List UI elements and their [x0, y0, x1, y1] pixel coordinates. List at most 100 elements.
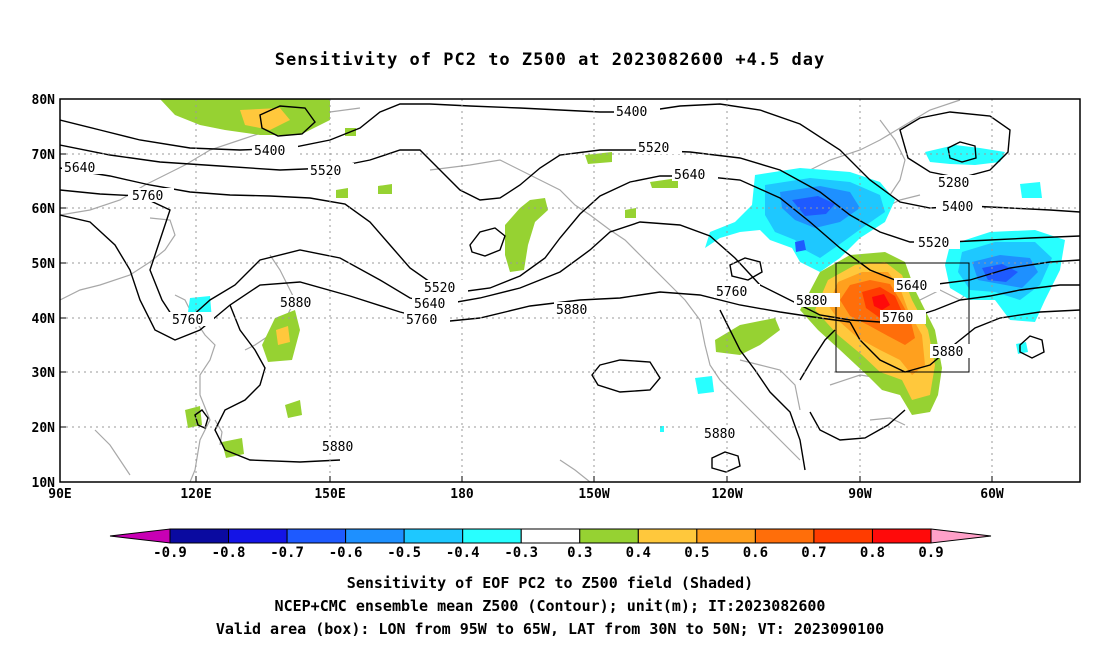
colorbar-cell	[813, 528, 873, 544]
contour-label-text: 5400	[942, 200, 973, 215]
positive-shade-patch	[715, 318, 780, 355]
contour-label: 5880	[278, 295, 324, 311]
colorbar-cell	[754, 528, 815, 544]
lon-tick-label: 150W	[578, 487, 609, 502]
contour-label: 5880	[554, 302, 600, 318]
tick-marks	[60, 98, 993, 483]
lon-tick-label: 90E	[48, 487, 71, 502]
contour-label: 5520	[636, 140, 682, 156]
lat-tick-label: 70N	[32, 148, 56, 163]
negative-shade-patch	[795, 240, 806, 252]
contour-label-text: 5520	[424, 281, 455, 296]
contour-label-text: 5760	[132, 189, 163, 204]
lat-tick-label: 20N	[32, 421, 56, 436]
contour-label-text: 5520	[310, 164, 341, 179]
contour-label: 5640	[412, 296, 458, 312]
colorbar-right-arrow	[930, 528, 992, 544]
contour-label-text: 5880	[932, 345, 963, 360]
positive-shade-patch	[505, 198, 548, 272]
colorbar-cell	[169, 528, 230, 544]
contour-label: 5760	[880, 310, 926, 326]
caption-line-2: NCEP+CMC ensemble mean Z500 (Contour); u…	[274, 597, 826, 615]
negative-shade-patch	[1016, 342, 1028, 354]
colorbar-tick-label: -0.8	[212, 545, 246, 561]
contour-label-text: 5400	[254, 144, 285, 159]
colorbar-tick-label: -0.5	[387, 545, 421, 561]
contour-label: 5880	[320, 439, 366, 455]
contour-label: 5640	[62, 160, 108, 176]
contour-label-text: 5640	[674, 168, 705, 183]
contour-label: 5400	[252, 143, 298, 159]
positive-shade-patch	[585, 152, 612, 164]
contour-label-text: 5640	[414, 297, 445, 312]
contour-label: 5280	[936, 175, 982, 191]
contour-label-text: 5280	[938, 176, 969, 191]
positive-shade-patch	[185, 406, 202, 428]
negative-shade-patch	[925, 145, 1005, 165]
positive-shade-patch	[276, 326, 290, 345]
lat-tick-label: 80N	[32, 93, 56, 108]
contour-label: 5760	[128, 188, 174, 204]
caption-line-3: Valid area (box): LON from 95W to 65W, L…	[215, 620, 885, 638]
negative-shade-patch	[695, 376, 714, 394]
colorbar-cell	[286, 528, 347, 544]
colorbar-left-arrow	[109, 528, 171, 544]
colorbar-tick-label: 0.3	[567, 545, 592, 561]
positive-shade-patch	[240, 108, 290, 130]
negative-shade-patch	[792, 196, 835, 216]
lat-tick-label: 30N	[32, 366, 56, 381]
contour-label-text: 5760	[406, 313, 437, 328]
colorbar-tick-label: 0.6	[743, 545, 768, 561]
contour-label-text: 5880	[704, 427, 735, 442]
lat-tick-label: 60N	[32, 202, 56, 217]
positive-shade-patch	[650, 178, 678, 188]
contour-label-text: 5880	[556, 303, 587, 318]
contour-label: 5880	[930, 344, 976, 360]
lon-tick-label: 120E	[180, 487, 211, 502]
color-bar: -0.9 -0.8 -0.7 -0.6 -0.5 -0.4 -0.3 0.3 0.4 0.5 0.6…	[109, 528, 992, 561]
colorbar-tick-label: -0.6	[329, 545, 363, 561]
lon-tick-label: 120W	[711, 487, 742, 502]
contour-label-text: 5880	[280, 296, 311, 311]
lon-tick-label: 90W	[848, 487, 872, 502]
lat-tick-label: 50N	[32, 257, 56, 272]
colorbar-cell	[345, 528, 405, 544]
negative-shade-patch	[1020, 182, 1042, 198]
contour-label-text: 5520	[638, 141, 669, 156]
contour-label: 5760	[404, 312, 450, 328]
gridlines	[60, 99, 1080, 482]
colorbar-tick-label: 0.8	[860, 545, 885, 561]
contour-label-text: 5760	[882, 311, 913, 326]
valid-area-box	[835, 262, 970, 373]
colorbar-cell	[637, 528, 698, 544]
contour-label: 5520	[914, 235, 960, 251]
colorbar-tick-label: -0.4	[446, 545, 480, 561]
contour-label-text: 5640	[64, 161, 95, 176]
chart-title: Sensitivity of PC2 to Z500 at 2023082600…	[274, 50, 826, 70]
longitude-axis: 90E 120E 150E 180 150W 120W 90W 60W	[48, 487, 1004, 502]
colorbar-tick-label: 0.4	[626, 545, 651, 561]
contour-label-text: 5520	[918, 236, 949, 251]
lat-tick-label: 40N	[32, 312, 56, 327]
contour-label: 5640	[672, 167, 718, 183]
positive-shade-patch	[625, 208, 636, 218]
contour-label: 5400	[614, 104, 660, 120]
colorbar-cell	[462, 528, 522, 544]
contour-label: 5400	[936, 199, 982, 215]
contour-label: 5760	[714, 284, 760, 300]
contour-label: 5520	[422, 280, 468, 296]
colorbar-tick-label: -0.9	[153, 545, 187, 561]
contour-label-text: 5760	[172, 313, 203, 328]
contour-label-text: 5760	[716, 285, 747, 300]
lat-tick-label: 10N	[32, 476, 56, 491]
colorbar-cell	[696, 528, 756, 544]
positive-shade-patch	[378, 184, 392, 194]
colorbar-cell	[403, 528, 464, 544]
contour-labels: 5400 5400 5400 5520 5520 5520 5520 5640 …	[62, 104, 982, 455]
caption-line-1: Sensitivity of EOF PC2 to Z500 field (Sh…	[346, 574, 754, 592]
contour-label: 5880	[702, 426, 748, 442]
contour-label: 5880	[794, 293, 840, 309]
positive-shade-patch	[222, 438, 244, 458]
colorbar-cell	[520, 528, 581, 544]
